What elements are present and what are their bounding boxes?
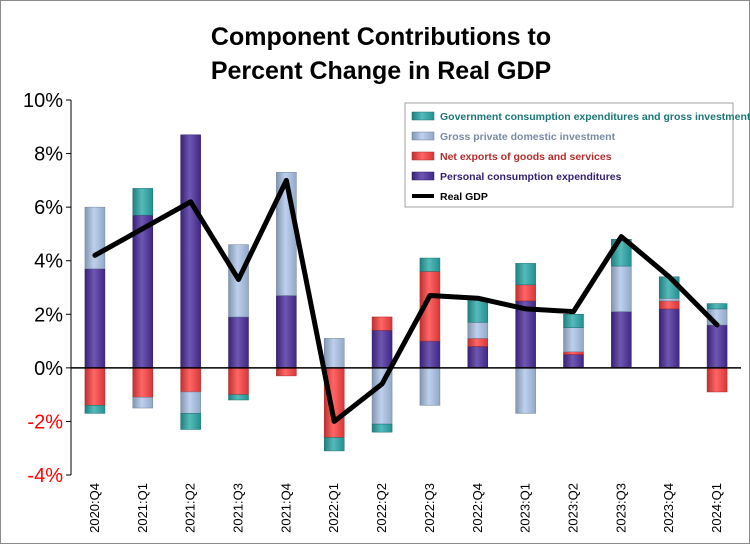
y-tick-label: 10%	[23, 90, 63, 112]
bar-gross-private-domestic-investment-2022-q4	[467, 322, 489, 339]
bar-net-exports-of-goods-and-services-2023-q1	[515, 284, 536, 302]
bar-personal-consumption-expenditures-2022-q3	[419, 340, 441, 369]
legend-swatch-net-exports-of-goods-and-services	[411, 151, 435, 161]
bar-government-consumption-expenditures-and-gross-investment-2022-q2	[371, 423, 393, 433]
bar-government-consumption-expenditures-and-gross-investment-2023-q2	[563, 314, 584, 328]
plot-area: -4% -2% 0% 2% 4% 6% 8% 10% 2020:Q4 2021:Q1 2021:Q2…	[23, 90, 741, 533]
real-gdp-point	[716, 324, 718, 326]
real-gdp-point	[94, 254, 96, 256]
y-tick-label: 2%	[34, 304, 63, 326]
x-tick-label: 2024:Q1	[709, 483, 724, 533]
legend-swatch-personal-consumption-expenditures	[411, 171, 435, 181]
real-gdp-point	[381, 383, 383, 385]
bar-personal-consumption-expenditures-2022-q2	[371, 330, 393, 369]
bar-government-consumption-expenditures-and-gross-investment-2021-q2	[180, 413, 201, 430]
bar-gross-private-domestic-investment-2023-q3	[611, 265, 632, 312]
bar-gross-private-domestic-investment-2022-q2	[371, 367, 393, 425]
bar-net-exports-of-goods-and-services-2021-q4	[276, 367, 297, 377]
bar-government-consumption-expenditures-and-gross-investment-2022-q1	[323, 437, 345, 452]
bar-personal-consumption-expenditures-2024-q1	[706, 324, 728, 369]
bar-personal-consumption-expenditures-2021-q3	[228, 316, 249, 369]
real-gdp-point	[190, 201, 192, 203]
x-tick-label: 2023:Q1	[518, 483, 533, 533]
y-tick-label: -2%	[27, 411, 63, 433]
real-gdp-point	[477, 297, 479, 299]
bar-gross-private-domestic-investment-2023-q4	[658, 297, 680, 302]
real-gdp-point	[333, 420, 335, 422]
legend-label-net-exports-of-goods-and-services: Net exports of goods and services	[440, 151, 612, 163]
bar-net-exports-of-goods-and-services-2021-q1	[132, 367, 154, 398]
chart-title-line-2: Percent Change in Real GDP	[211, 57, 551, 85]
bar-net-exports-of-goods-and-services-2022-q2	[371, 316, 393, 331]
real-gdp-point	[525, 308, 527, 310]
bar-gross-private-domestic-investment-2022-q1	[323, 338, 345, 369]
legend-box	[404, 102, 734, 208]
legend-swatch-gross-private-domestic-investment	[411, 131, 435, 141]
bar-government-consumption-expenditures-and-gross-investment-2023-q1	[515, 263, 536, 286]
legend-label-government-consumption-expenditures-and-gross-investment: Government consumption expenditures and …	[440, 111, 750, 123]
x-tick-label: 2022:Q4	[470, 483, 485, 533]
legend: Government consumption expenditures and …	[404, 102, 750, 208]
bar-personal-consumption-expenditures-2023-q3	[611, 311, 632, 369]
bar-government-consumption-expenditures-and-gross-investment-2024-q1	[706, 303, 728, 310]
legend-label-real-gdp: Real GDP	[440, 191, 488, 203]
x-tick-label: 2022:Q2	[374, 483, 389, 533]
x-tick-label: 2022:Q1	[326, 483, 341, 533]
bar-gross-private-domestic-investment-2021-q1	[132, 397, 154, 409]
bar-government-consumption-expenditures-and-gross-investment-2022-q3	[419, 257, 441, 272]
y-tick-label: 8%	[34, 144, 63, 166]
real-gdp-point	[573, 311, 574, 313]
bar-personal-consumption-expenditures-2023-q4	[658, 308, 680, 369]
bar-gross-private-domestic-investment-2023-q1	[515, 367, 536, 414]
bar-gross-private-domestic-investment-2022-q3	[419, 367, 441, 406]
bar-net-exports-of-goods-and-services-2021-q3	[228, 367, 249, 395]
y-tick-label: 0%	[34, 358, 63, 380]
x-tick-label: 2021:Q2	[183, 483, 198, 533]
real-gdp-point	[142, 228, 144, 230]
bar-personal-consumption-expenditures-2022-q4	[467, 346, 489, 369]
x-tick-label: 2020:Q4	[87, 483, 102, 533]
y-tick-label: 4%	[34, 251, 63, 273]
x-tick-label: 2023:Q3	[613, 483, 628, 533]
bar-government-consumption-expenditures-and-gross-investment-2021-q3	[228, 394, 249, 401]
y-tick-label: 6%	[34, 197, 63, 219]
real-gdp-point	[238, 278, 239, 280]
real-gdp-point	[668, 276, 670, 278]
bar-net-exports-of-goods-and-services-2020-q4	[84, 367, 106, 406]
bar-net-exports-of-goods-and-services-2024-q1	[706, 367, 728, 393]
x-tick-label: 2021:Q3	[231, 483, 246, 533]
real-gdp-point	[429, 295, 431, 297]
x-tick-label: 2022:Q3	[422, 483, 437, 533]
bar-personal-consumption-expenditures-2021-q4	[276, 295, 297, 369]
y-tick-label: -4%	[27, 465, 63, 487]
bar-net-exports-of-goods-and-services-2023-q2	[563, 351, 584, 355]
real-gdp-point	[285, 179, 287, 181]
legend-label-personal-consumption-expenditures: Personal consumption expenditures	[440, 171, 622, 183]
bar-net-exports-of-goods-and-services-2022-q4	[467, 338, 489, 347]
bar-gross-private-domestic-investment-2021-q2	[180, 391, 201, 414]
bar-gross-private-domestic-investment-2023-q2	[563, 327, 584, 353]
bar-net-exports-of-goods-and-services-2023-q4	[658, 300, 680, 310]
bar-personal-consumption-expenditures-2021-q2	[180, 134, 201, 369]
legend-swatch-government-consumption-expenditures-and-gross-investment	[411, 111, 435, 121]
chart-title-line-1: Component Contributions to	[211, 23, 551, 51]
bar-government-consumption-expenditures-and-gross-investment-2021-q1	[132, 188, 154, 216]
real-gdp-line	[92, 177, 720, 424]
x-tick-label: 2021:Q4	[278, 483, 293, 533]
bar-net-exports-of-goods-and-services-2021-q2	[180, 367, 201, 393]
legend-label-gross-private-domestic-investment: Gross private domestic investment	[440, 131, 616, 143]
bar-government-consumption-expenditures-and-gross-investment-2020-q4	[84, 405, 106, 414]
bar-personal-consumption-expenditures-2020-q4	[84, 268, 106, 369]
bar-personal-consumption-expenditures-2023-q2	[563, 354, 584, 369]
bar-gross-private-domestic-investment-2020-q4	[84, 206, 106, 269]
x-tick-label: 2023:Q2	[566, 483, 581, 533]
x-tick-label: 2023:Q4	[661, 483, 676, 533]
x-tick-label: 2021:Q1	[135, 483, 150, 533]
real-gdp-point	[620, 236, 622, 238]
bar-personal-consumption-expenditures-2021-q1	[132, 214, 154, 369]
